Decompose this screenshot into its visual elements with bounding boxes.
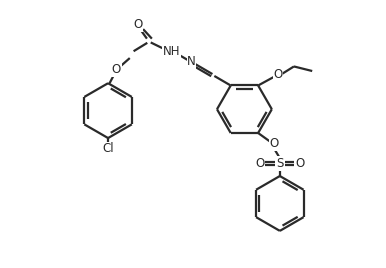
Text: O: O: [273, 68, 283, 81]
Text: N: N: [187, 55, 196, 68]
Text: O: O: [256, 157, 265, 170]
Text: O: O: [112, 63, 121, 76]
Text: S: S: [276, 157, 284, 170]
Text: Cl: Cl: [102, 142, 114, 155]
Text: O: O: [269, 137, 279, 150]
Text: O: O: [295, 157, 304, 170]
Text: O: O: [134, 18, 143, 31]
Text: NH: NH: [163, 45, 180, 58]
